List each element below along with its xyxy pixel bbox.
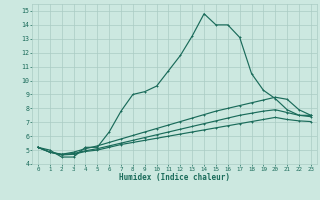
X-axis label: Humidex (Indice chaleur): Humidex (Indice chaleur) — [119, 173, 230, 182]
